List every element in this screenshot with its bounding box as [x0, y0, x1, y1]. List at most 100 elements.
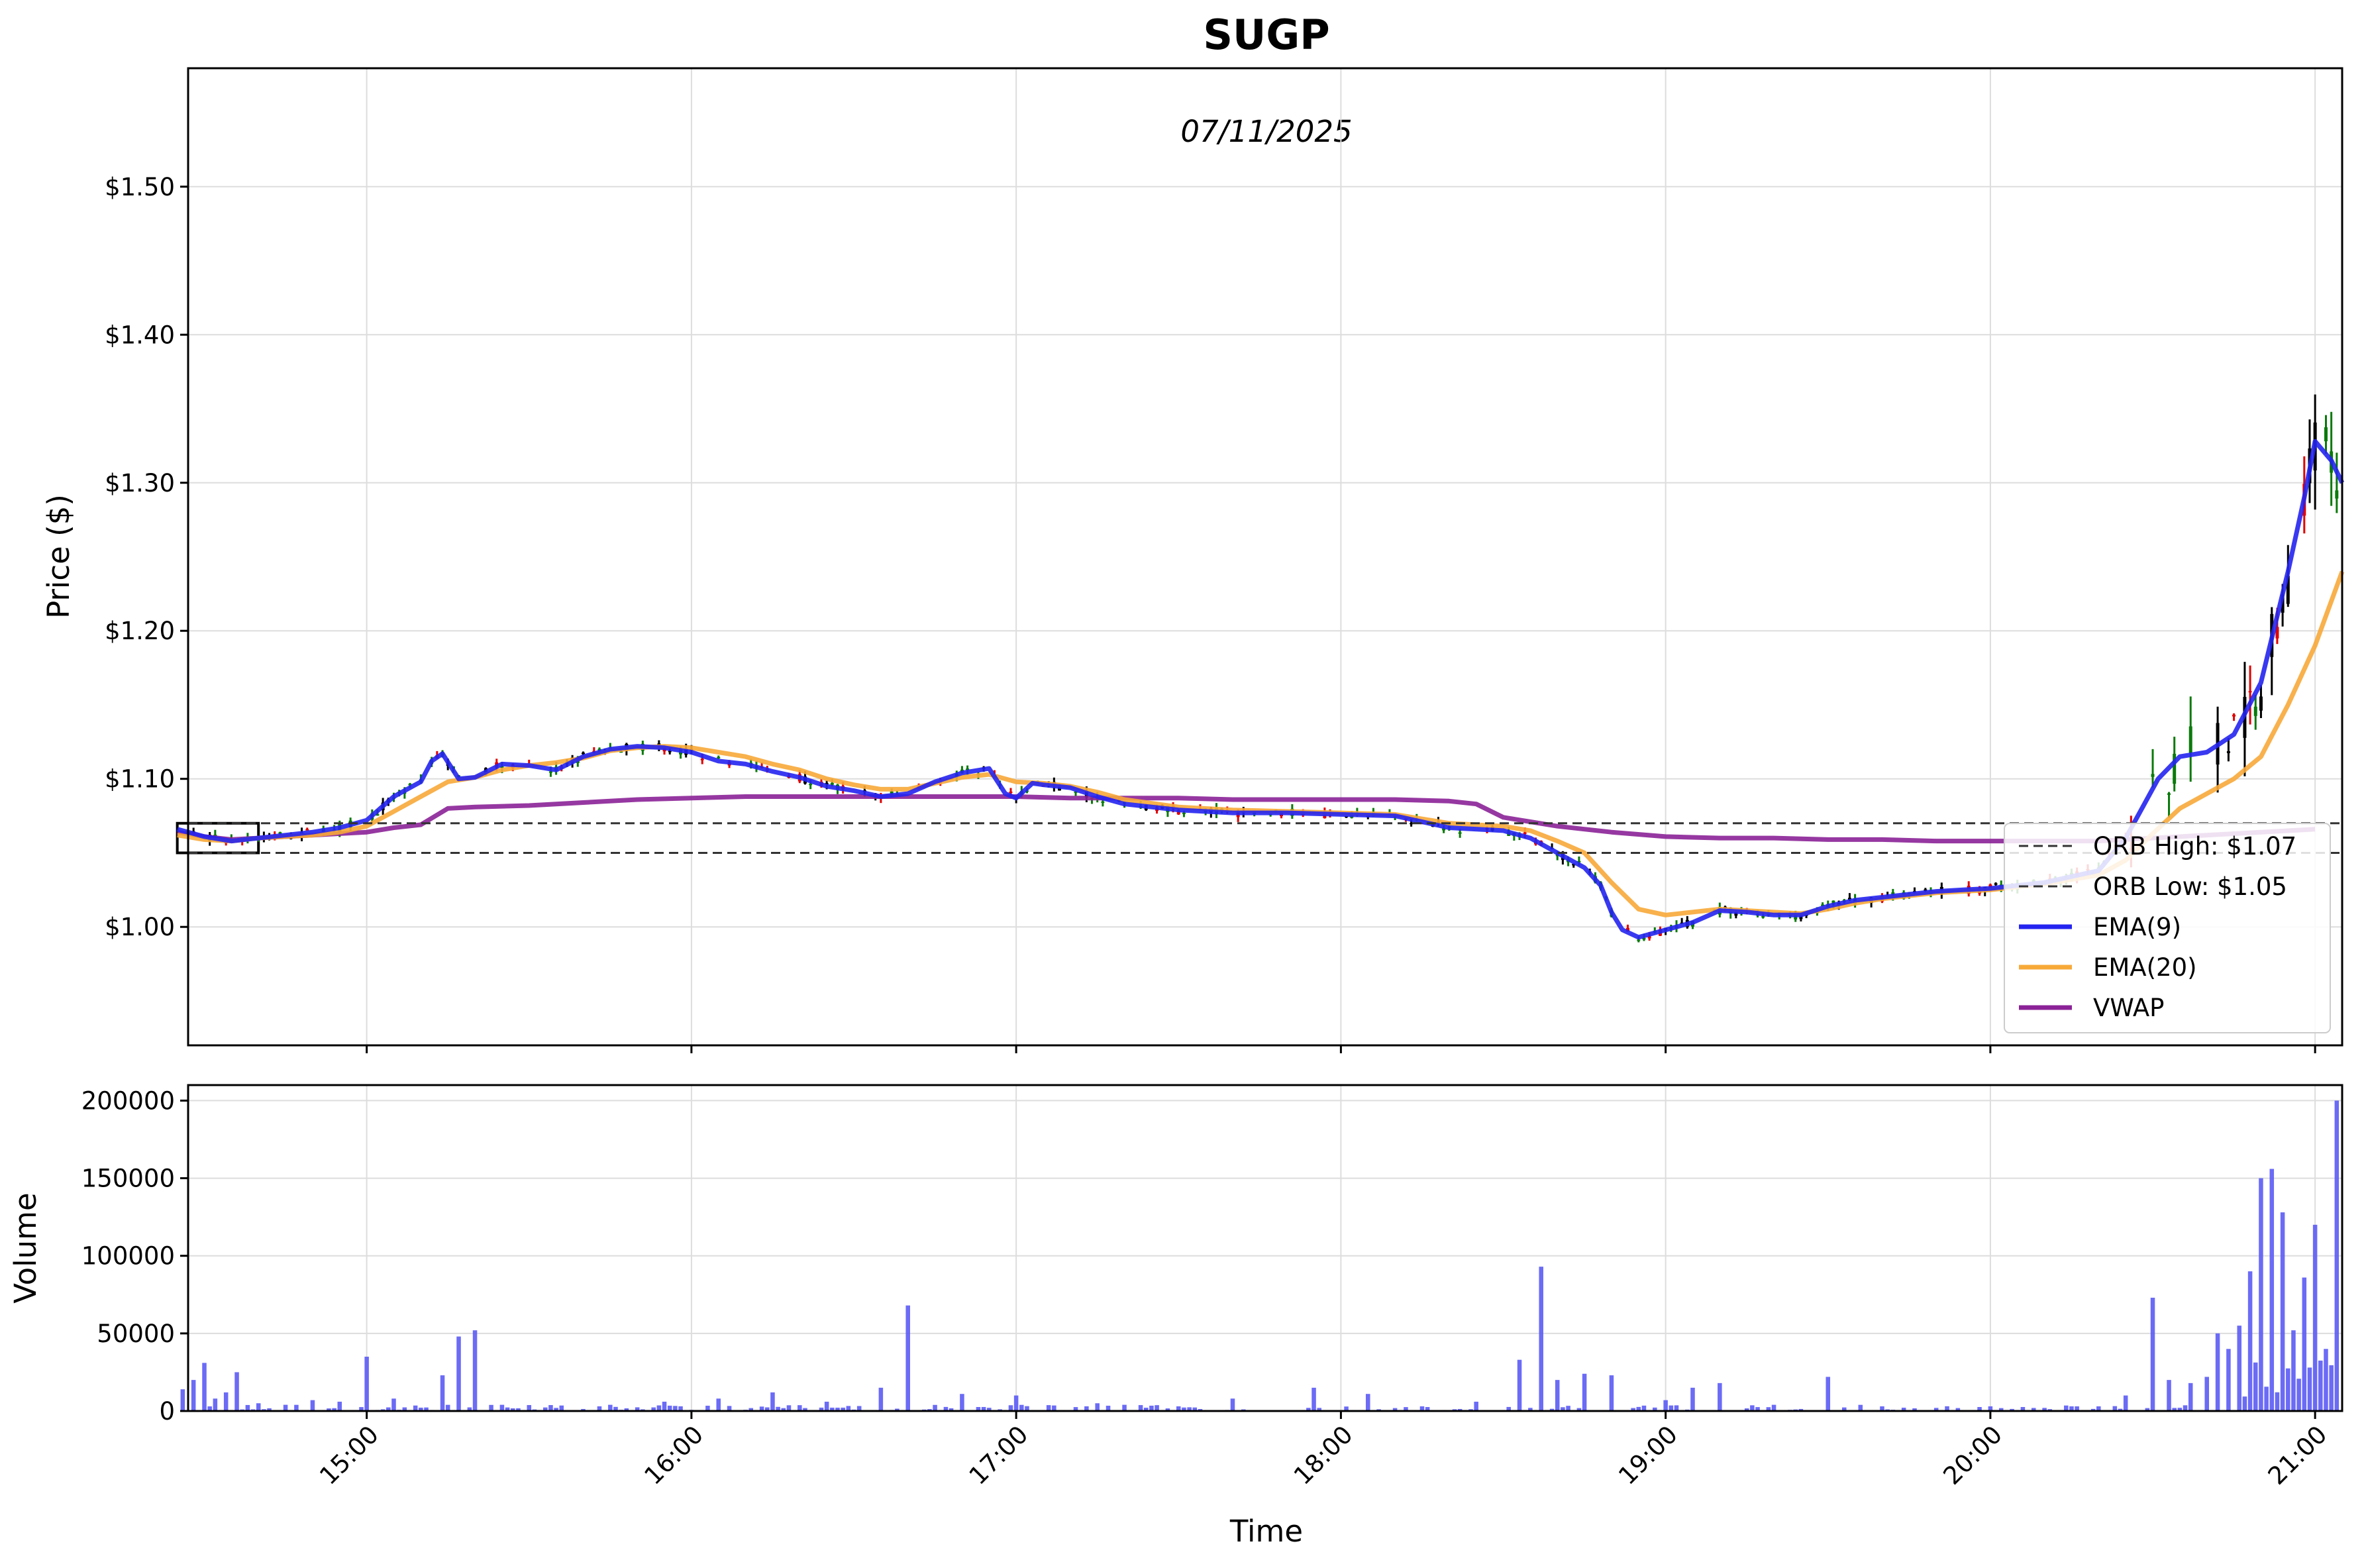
- volume-bar: [1750, 1405, 1755, 1411]
- volume-bar: [2307, 1367, 2312, 1411]
- volume-bar: [2269, 1169, 2275, 1411]
- volume-bar: [1457, 1408, 1463, 1411]
- volume-y-ticks: 0 50000 100000 150000 200000: [81, 1086, 188, 1426]
- legend-label: EMA(9): [2093, 913, 2181, 941]
- volume-bar: [1149, 1405, 1154, 1411]
- candle-body: [1642, 938, 1646, 940]
- candle-body: [700, 758, 704, 760]
- chart-title: SUGP: [1203, 11, 1329, 59]
- volume-bar: [1988, 1406, 1993, 1411]
- volume-bar: [1019, 1404, 1024, 1411]
- volume-bar: [1095, 1403, 1100, 1411]
- volume-bar: [2259, 1178, 2263, 1411]
- orb-lines: [188, 822, 2342, 854]
- volume-bar: [391, 1398, 396, 1411]
- volume-bar: [716, 1398, 721, 1411]
- legend-label: ORB High: $1.07: [2093, 832, 2296, 861]
- candle-body: [2248, 691, 2252, 693]
- volume-bar: [1052, 1405, 1056, 1411]
- volume-bar: [2031, 1408, 2036, 1411]
- volume-bar: [2090, 1408, 2096, 1411]
- candle-body: [2253, 706, 2257, 716]
- candle-body: [809, 784, 813, 786]
- volume-bar: [1576, 1408, 1582, 1411]
- volume-bar: [1641, 1405, 1647, 1411]
- volume-bar: [1669, 1405, 1674, 1411]
- volume-bar: [191, 1380, 196, 1411]
- candle-body: [1847, 898, 1851, 900]
- candle-body: [966, 768, 970, 770]
- candle-body: [1831, 900, 1835, 905]
- legend-box: [2004, 823, 2331, 1033]
- volume-bar: [673, 1406, 678, 1411]
- candle-body: [668, 751, 672, 753]
- volume-bar: [559, 1405, 564, 1411]
- price-y-axis-title: Price ($): [41, 494, 76, 619]
- volume-bar: [581, 1408, 586, 1411]
- volume-bar: [770, 1392, 775, 1411]
- candle-body: [2259, 696, 2263, 711]
- volume-bar: [608, 1404, 613, 1411]
- volume-bar: [759, 1406, 764, 1411]
- volume-bar: [987, 1408, 992, 1411]
- candle-body: [2275, 627, 2279, 639]
- volume-bar: [624, 1408, 629, 1411]
- volume-bar: [1425, 1407, 1430, 1411]
- candle-body: [1458, 832, 1462, 834]
- volume-bar: [776, 1406, 780, 1411]
- volume-bar: [1945, 1406, 1949, 1411]
- volume-bar: [2275, 1392, 2280, 1411]
- volume-bar: [1165, 1408, 1170, 1411]
- volume-bar: [1977, 1407, 1982, 1411]
- legend: ORB High: $1.07 ORB Low: $1.05 EMA(9) EMA(2…: [2004, 823, 2331, 1033]
- volume-bar: [1013, 1395, 1019, 1411]
- volume-bar: [543, 1407, 548, 1411]
- volume-bar: [781, 1408, 786, 1411]
- candle-body: [2232, 714, 2236, 717]
- candle-body: [1523, 832, 1527, 834]
- candle-body: [1625, 927, 1629, 932]
- candle-body: [1009, 791, 1013, 793]
- volume-bar: [548, 1405, 553, 1411]
- volume-bar: [2291, 1330, 2296, 1411]
- candle-body: [2281, 594, 2285, 613]
- volume-bar: [2312, 1224, 2318, 1411]
- volume-bar: [554, 1408, 558, 1411]
- volume-bar: [1636, 1406, 1641, 1411]
- volume-bar: [1609, 1375, 1614, 1411]
- candle-body: [1442, 827, 1446, 831]
- volume-bar: [2042, 1408, 2047, 1411]
- volume-bar: [2318, 1360, 2323, 1411]
- candle-body: [1182, 812, 1186, 814]
- legend-label: ORB Low: $1.05: [2093, 872, 2287, 901]
- volume-bar: [202, 1363, 207, 1411]
- volume-bar: [1561, 1407, 1565, 1411]
- volume-bar: [1766, 1407, 1771, 1411]
- volume-bar: [1506, 1406, 1511, 1411]
- candle-body: [1637, 939, 1641, 941]
- candle-body: [1761, 916, 1765, 918]
- volume-bar: [386, 1407, 391, 1411]
- volume-bar: [180, 1389, 185, 1411]
- volume-bar: [1084, 1406, 1089, 1411]
- volume-bar: [1025, 1406, 1029, 1411]
- volume-bar: [2226, 1349, 2231, 1411]
- volume-bar: [2112, 1406, 2118, 1411]
- volume-bar: [1880, 1406, 1884, 1411]
- volume-bar: [1901, 1407, 1906, 1411]
- volume-bar: [2237, 1326, 2242, 1411]
- candle-body: [500, 766, 504, 768]
- volume-bar: [2096, 1406, 2101, 1411]
- volume-bar: [597, 1406, 602, 1411]
- volume-bar: [337, 1401, 342, 1411]
- volume-bar: [1771, 1404, 1776, 1411]
- candle-body: [1577, 861, 1581, 862]
- price-y-tick-label: $1.30: [105, 469, 175, 497]
- volume-bar: [1566, 1406, 1570, 1411]
- volume-bar: [1582, 1373, 1587, 1411]
- volume-bar: [1653, 1407, 1657, 1411]
- volume-bar: [2242, 1396, 2247, 1411]
- price-x-ticks: [366, 1045, 2316, 1053]
- volume-bar: [245, 1404, 250, 1411]
- volume-bar: [1663, 1400, 1668, 1411]
